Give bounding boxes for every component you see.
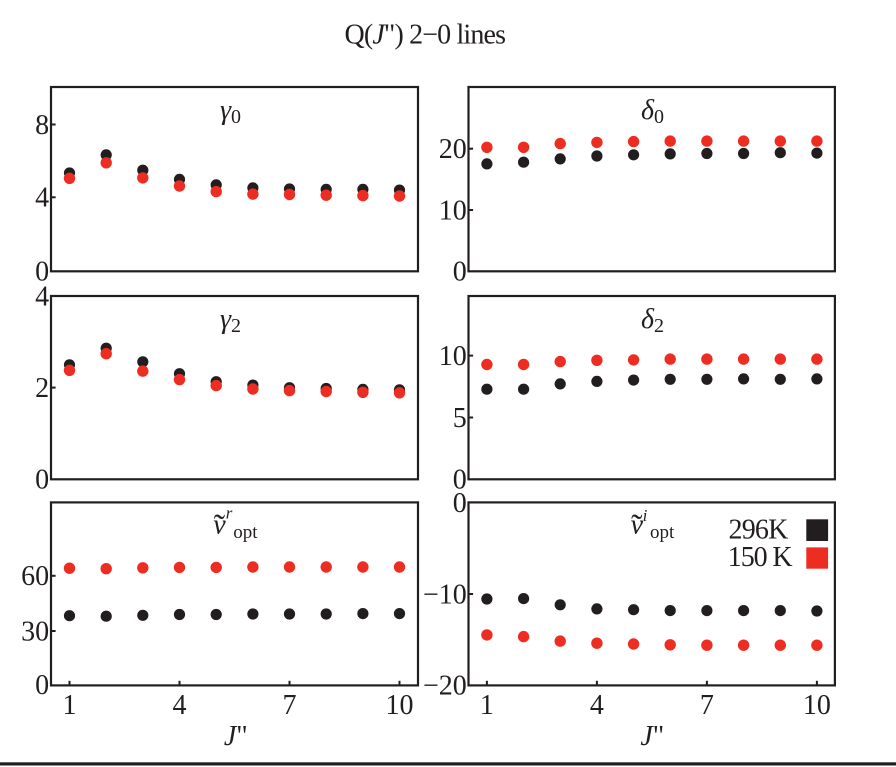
svg-text:J": J" [224,721,248,752]
svg-text:7: 7 [283,690,297,721]
svg-text:˜: ˜ [214,509,226,546]
svg-text:8: 8 [35,110,49,141]
svg-text:0: 0 [35,670,49,701]
svg-text:30: 30 [21,616,49,647]
svg-text:1: 1 [63,690,77,721]
svg-text:Q(J") 2−0 lines: Q(J") 2−0 lines [344,20,505,51]
svg-text:10: 10 [803,690,831,721]
svg-text:60: 60 [21,561,49,592]
svg-text:0: 0 [35,465,49,496]
svg-text:0: 0 [453,257,467,288]
svg-text:4: 4 [173,690,187,721]
svg-text:J": J" [640,721,664,752]
svg-text:4: 4 [590,690,604,721]
svg-text:150 K: 150 K [728,542,793,573]
svg-text:−10: −10 [423,579,467,610]
svg-text:r: r [226,504,233,523]
svg-text:10: 10 [439,195,467,226]
svg-text:4: 4 [35,281,49,312]
svg-text:−20: −20 [423,671,467,702]
svg-text:˜: ˜ [631,509,643,546]
svg-text:20: 20 [439,134,467,165]
svg-text:1: 1 [480,690,494,721]
svg-text:ν: ν [213,510,226,541]
svg-text:0: 0 [35,256,49,287]
svg-text:5: 5 [453,403,467,434]
svg-text:i: i [643,506,648,525]
svg-text:2: 2 [35,373,49,404]
svg-text:opt: opt [233,522,258,543]
svg-text:10: 10 [439,341,467,372]
svg-text:opt: opt [650,522,675,543]
svg-text:ν: ν [631,510,644,541]
svg-text:7: 7 [700,690,714,721]
svg-text:0: 0 [453,488,467,519]
svg-text:296K: 296K [729,515,789,546]
svg-text:0: 0 [453,464,467,495]
svg-text:4: 4 [35,183,49,214]
svg-text:10: 10 [386,690,414,721]
